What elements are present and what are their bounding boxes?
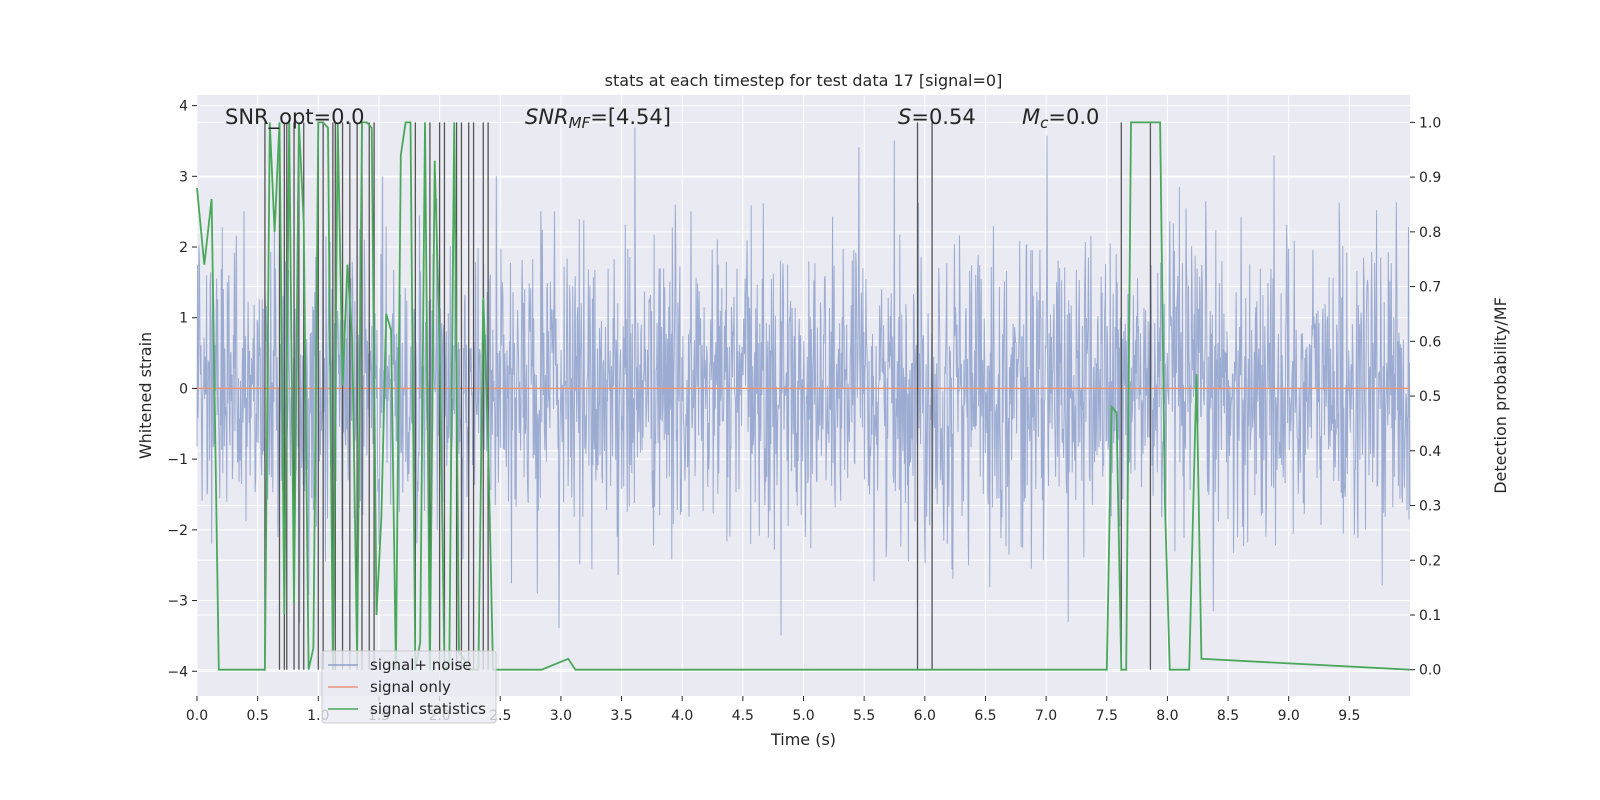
x-tick-label: 6.0 — [914, 708, 936, 724]
chart-title: stats at each timestep for test data 17 … — [605, 71, 1003, 90]
x-tick-label: 3.0 — [550, 708, 572, 724]
x-tick-label: 5.5 — [853, 708, 875, 724]
annotation-snr-mf-value: =[4.54] — [590, 105, 671, 129]
legend-box — [321, 650, 497, 724]
legend-label-signal-only: signal only — [370, 678, 451, 696]
x-tick-label: 8.5 — [1217, 708, 1239, 724]
y-right-tick-label: 0.1 — [1419, 608, 1441, 624]
y-right-tick-label: 0.6 — [1419, 334, 1441, 350]
y-left-tick-label: 0 — [179, 381, 188, 397]
x-tick-label: 7.0 — [1035, 708, 1057, 724]
x-tick-label: 4.5 — [732, 708, 754, 724]
annotation-mc-subscript: c — [1040, 114, 1049, 132]
y-axis-right-ticks: 0.0 0.1 0.2 0.3 0.4 0.5 0.6 0.7 0.8 0.9 1.0 — [1410, 115, 1441, 679]
annotation-snr-mf-symbol: SNR — [525, 105, 569, 129]
x-tick-label: 7.5 — [1096, 708, 1118, 724]
annotation-snr-opt: SNR_opt=0.0 — [225, 105, 365, 130]
y-right-tick-label: 0.4 — [1419, 444, 1441, 460]
y-right-tick-label: 0.9 — [1419, 170, 1441, 186]
annotation-mc-symbol: M — [1022, 105, 1040, 129]
x-axis-label: Time (s) — [770, 730, 836, 749]
x-tick-label: 0.5 — [247, 708, 269, 724]
y-left-tick-label: 2 — [179, 240, 188, 256]
legend-label-signal-plus-noise: signal+ noise — [370, 656, 472, 674]
x-tick-label: 8.0 — [1156, 708, 1178, 724]
y-left-tick-label: −4 — [167, 664, 188, 680]
x-tick-label: 9.5 — [1338, 708, 1360, 724]
y-axis-left-label: Whitened strain — [136, 332, 155, 459]
x-tick-label: 4.0 — [671, 708, 693, 724]
annotation-mc: Mc=0.0 — [1022, 105, 1099, 132]
signal-plus-noise-line — [196, 127, 1411, 636]
y-left-tick-label: −1 — [167, 452, 188, 468]
y-right-tick-label: 0.7 — [1419, 280, 1441, 296]
y-axis-left-ticks: −4 −3 −2 −1 0 1 2 3 4 — [167, 99, 197, 680]
y-left-tick-label: 4 — [179, 99, 188, 115]
annotation-mc-value: =0.0 — [1048, 105, 1099, 129]
y-right-tick-label: 0.5 — [1419, 389, 1441, 405]
y-axis-right-label: Detection probability/MF — [1491, 297, 1510, 494]
annotation-s-symbol: S — [898, 105, 911, 129]
annotation-s-value: =0.54 — [911, 105, 975, 129]
y-right-tick-label: 1.0 — [1419, 115, 1441, 131]
y-right-tick-label: 0.0 — [1419, 663, 1441, 679]
x-tick-label: 9.0 — [1278, 708, 1300, 724]
y-right-tick-label: 0.3 — [1419, 499, 1441, 515]
y-right-tick-label: 0.2 — [1419, 553, 1441, 569]
y-left-tick-label: −3 — [167, 594, 188, 610]
x-tick-label: 5.0 — [792, 708, 814, 724]
x-tick-label: 6.5 — [974, 708, 996, 724]
y-right-tick-label: 0.8 — [1419, 225, 1441, 241]
x-tick-label: 3.5 — [610, 708, 632, 724]
y-left-tick-label: 3 — [179, 169, 188, 185]
x-tick-label: 0.0 — [186, 708, 208, 724]
signal-plus-noise-series — [196, 127, 1411, 636]
legend-label-signal-statistics: signal statistics — [370, 700, 486, 718]
legend: signal+ noise signal only signal statist… — [321, 650, 497, 724]
vertical-markers — [264, 122, 1152, 670]
y-left-tick-label: −2 — [167, 523, 188, 539]
y-left-tick-label: 1 — [179, 311, 188, 327]
annotation-s: S=0.54 — [898, 105, 976, 129]
annotation-snr-mf: SNRMF=[4.54] — [525, 105, 671, 132]
annotation-snr-mf-subscript: MF — [569, 114, 591, 132]
